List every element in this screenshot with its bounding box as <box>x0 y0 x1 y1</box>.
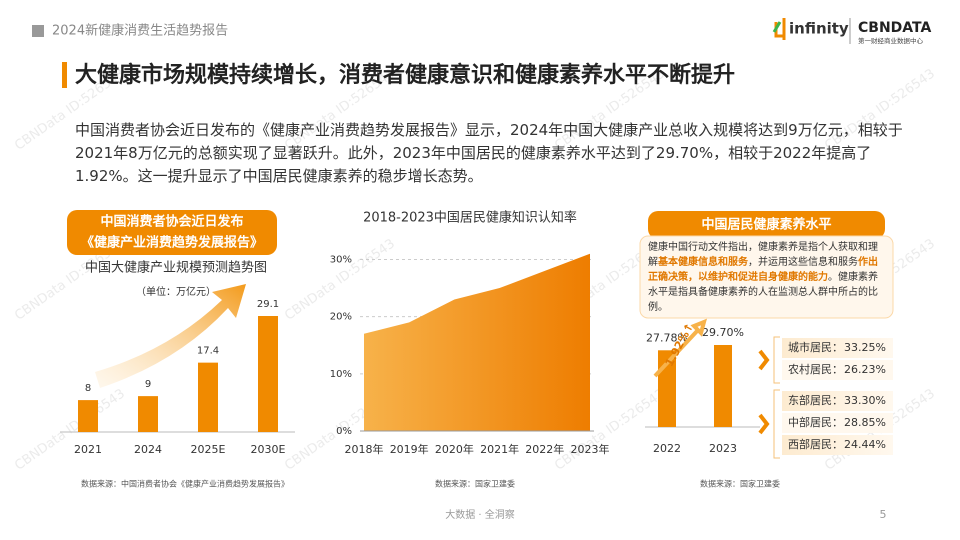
badge <box>648 211 885 239</box>
breakdown-name: 城市居民： <box>788 340 843 354</box>
y-tick-label: 30% <box>330 254 352 265</box>
breakdown-value: 24.44% <box>844 438 886 451</box>
logo-right-sub: 第一财经商业数据中心 <box>858 36 924 45</box>
breakdown-name: 农村居民： <box>788 362 843 376</box>
badge-text: 《健康产业消费趋势发展报告》 <box>81 235 263 251</box>
breakdown-value: 33.25% <box>844 341 886 354</box>
breakdown-value: 26.23% <box>844 363 886 376</box>
body-text: 中国消费者协会近日发布的《健康产业消费趋势发展报告》显示，2024年中国大健康产… <box>75 121 903 185</box>
bar <box>138 396 158 432</box>
x-tick-label: 2021 <box>74 443 102 456</box>
y-tick-label: 0% <box>336 426 352 437</box>
note-segment: 。健康素养水平是指具备健康素养的人在监测总人群中所占的比例。 <box>648 272 878 313</box>
footer: 大数据 · 全洞察 <box>445 508 515 521</box>
trend-arrow <box>95 284 246 388</box>
source: 数据来源：中国消费者协会《健康产业消费趋势发展报告》 <box>81 479 289 489</box>
area <box>364 253 590 431</box>
value-label: 29.70% <box>702 326 744 339</box>
note: 健康中国行动文件指出，健康素养是指个人获取和理解基本健康信息和服务，并运用这些信… <box>648 240 886 315</box>
source: 数据来源：国家卫建委 <box>435 479 515 489</box>
note-segment: ，并运用这些信息和服务 <box>748 257 858 268</box>
logo-right: CBNDATA <box>858 20 931 36</box>
watermark: CBNData ID:526543 <box>12 386 128 473</box>
note-box <box>639 235 894 319</box>
logo-left: infinity <box>789 20 849 38</box>
bracket <box>758 349 770 371</box>
logo-icon <box>772 21 782 33</box>
note-segment: 健康中国行动文件指出，健康素养是指个人获取和理解 <box>648 242 878 268</box>
bracket <box>758 413 770 435</box>
value-label: 27.78% <box>646 331 688 344</box>
breakdown-row <box>782 413 893 433</box>
x-tick-label: 2022 <box>653 442 681 455</box>
badge-text: 中国居民健康素养水平 <box>701 217 831 233</box>
breakdown-row <box>782 338 893 358</box>
badge <box>67 210 277 255</box>
x-tick-label: 2030E <box>251 443 286 456</box>
note-segment: 基本健康信息和服务 <box>658 257 748 268</box>
chart-subtitle: （单位：万亿元） <box>136 285 216 298</box>
x-tick-label: 2019年 <box>390 442 429 456</box>
x-tick-label: 2018年 <box>345 442 384 456</box>
breakdown-value: 33.30% <box>844 394 886 407</box>
x-tick-label: 2024 <box>134 443 162 456</box>
value-label: 8 <box>85 383 91 394</box>
bar <box>714 345 732 427</box>
x-tick-label: 2025E <box>191 443 226 456</box>
badge-text: 中国消费者协会近日发布 <box>100 214 243 230</box>
breakdown-name: 东部居民： <box>788 393 843 407</box>
x-tick-label: 2021年 <box>480 442 519 456</box>
breakdown-name: 中部居民： <box>788 415 843 429</box>
growth-label: 1.92%↑ <box>663 321 697 369</box>
x-tick-label: 2023年 <box>571 442 610 456</box>
watermark: CBNData ID:526543 <box>282 236 398 323</box>
bar <box>198 362 218 432</box>
bracket-line <box>773 336 780 384</box>
x-tick-label: 2022年 <box>525 442 564 456</box>
value-label: 9 <box>145 379 151 390</box>
breakdown-name: 西部居民： <box>788 437 843 451</box>
y-tick-label: 20% <box>330 312 352 323</box>
x-tick-label: 2023 <box>709 442 737 455</box>
breakdown-value: 28.85% <box>844 416 886 429</box>
header-square <box>32 25 44 37</box>
page-number: 5 <box>880 508 887 521</box>
chart-title: 2018-2023中国居民健康知识认知率 <box>363 210 577 226</box>
title-accent <box>62 62 67 88</box>
chart-title: 中国大健康产业规模预测趋势图 <box>85 260 267 276</box>
note-segment: 作出正确决策，以维护和促进自身健康的能力 <box>648 257 878 283</box>
y-tick-label: 10% <box>330 369 352 380</box>
breakdown-row <box>782 391 893 411</box>
value-label: 17.4 <box>197 346 219 357</box>
growth-arrow <box>653 318 707 378</box>
bracket-line <box>773 389 780 459</box>
x-tick-label: 2020年 <box>435 442 474 456</box>
report-name: 2024新健康消费生活趋势报告 <box>52 23 228 39</box>
bar <box>258 316 278 432</box>
breakdown-row <box>782 360 893 380</box>
source: 数据来源：国家卫建委 <box>700 479 780 489</box>
breakdown-row <box>782 435 893 455</box>
value-label: 29.1 <box>257 299 279 310</box>
slide-title: 大健康市场规模持续增长，消费者健康意识和健康素养水平不断提升 <box>75 62 735 88</box>
bar <box>78 400 98 432</box>
